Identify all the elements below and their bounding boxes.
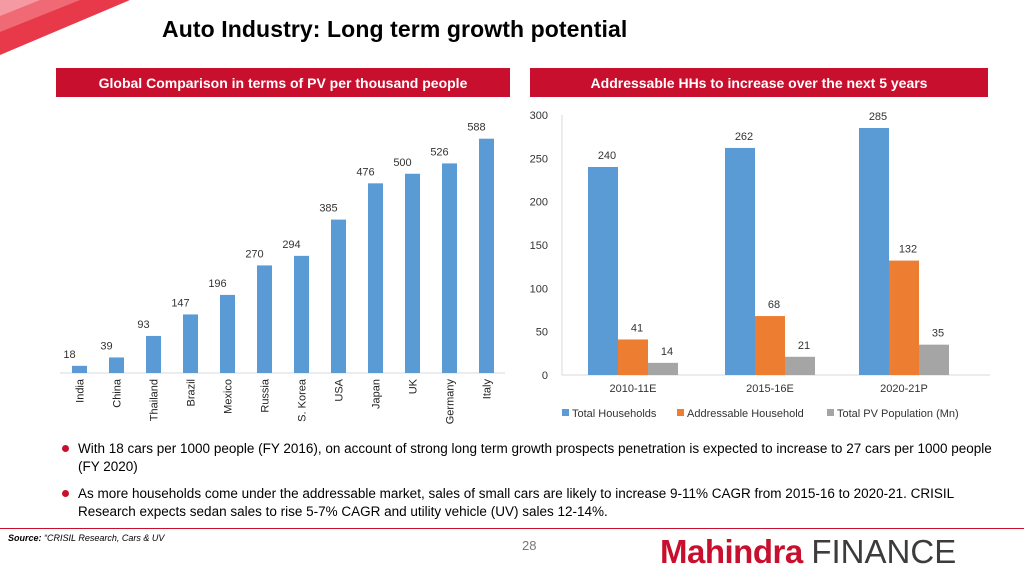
tick-label: China xyxy=(112,378,124,408)
data-label: 93 xyxy=(137,319,149,331)
data-label: 132 xyxy=(899,244,917,256)
bullet-item: With 18 cars per 1000 people (FY 2016), … xyxy=(60,440,1000,476)
data-label: 21 xyxy=(798,340,810,352)
data-label: 41 xyxy=(631,322,643,334)
logo-brand: Mahindra xyxy=(660,533,803,570)
tick-label: Italy xyxy=(482,379,494,400)
bar-total-pv-population-mn--1 xyxy=(785,356,815,375)
data-label: 240 xyxy=(598,150,616,162)
left-chart-banner: Global Comparison in terms of PV per tho… xyxy=(56,68,510,97)
y-tick-label: 50 xyxy=(536,327,548,339)
tick-label: Germany xyxy=(445,379,457,425)
tick-label: Thailand xyxy=(149,379,161,421)
footer-divider xyxy=(0,528,1024,529)
bar-skorea xyxy=(294,255,309,373)
y-tick-label: 150 xyxy=(530,240,548,252)
page-title: Auto Industry: Long term growth potentia… xyxy=(162,16,628,42)
bullet-dot xyxy=(62,445,69,452)
x-tick-label: 2020-21P xyxy=(880,383,928,395)
tick-label: UK xyxy=(408,378,420,394)
legend-swatch xyxy=(827,409,834,416)
x-tick-label: 2015-16E xyxy=(746,383,794,395)
logo-suffix: FINANCE xyxy=(811,533,957,570)
y-tick-label: 250 xyxy=(530,153,548,165)
legend-label: Total PV Population (Mn) xyxy=(837,408,959,420)
pv-per-thousand-chart: 18 India 39 China 93 Thailand 147 Brazil 196 Mexi… xyxy=(60,122,505,425)
addressable-households-chart: 0 50 100 150 200 250 300 240 41 14 2010-11E 262 68 21… xyxy=(530,110,990,420)
tick-label: Mexico xyxy=(223,379,235,414)
data-label: 526 xyxy=(430,146,448,158)
data-label: 476 xyxy=(356,166,374,178)
bar-uk xyxy=(405,173,420,373)
source-label: Source: xyxy=(8,533,42,543)
bar-total-pv-population-mn--0 xyxy=(648,362,678,375)
y-tick-label: 300 xyxy=(530,110,548,122)
tick-label: USA xyxy=(334,378,346,401)
data-label: 147 xyxy=(171,297,189,309)
data-label: 18 xyxy=(63,349,75,361)
x-tick-label: 2010-11E xyxy=(610,383,657,395)
corner-decoration xyxy=(0,0,140,70)
tick-label: India xyxy=(75,378,87,403)
data-label: 294 xyxy=(282,239,300,251)
data-label: 385 xyxy=(319,203,337,215)
data-label: 262 xyxy=(735,131,753,143)
data-label: 500 xyxy=(393,157,411,169)
bar-china xyxy=(109,357,124,373)
data-label: 270 xyxy=(245,248,263,260)
bullet-text: As more households come under the addres… xyxy=(78,486,954,519)
bar-russia xyxy=(257,265,272,373)
y-tick-label: 200 xyxy=(530,197,548,209)
bar-italy xyxy=(479,138,494,373)
tick-label: Russia xyxy=(260,378,272,413)
legend-label: Total Households xyxy=(572,408,657,420)
data-label: 285 xyxy=(869,111,887,123)
legend-swatch xyxy=(677,409,684,416)
data-label: 14 xyxy=(661,346,673,358)
page-number: 28 xyxy=(522,538,537,553)
data-label: 35 xyxy=(932,328,944,340)
bar-india xyxy=(72,365,87,373)
source-note: Source: “CRISIL Research, Cars & UV xyxy=(8,533,164,543)
y-tick-label: 0 xyxy=(542,370,548,382)
data-label: 196 xyxy=(208,278,226,290)
tick-label: S. Korea xyxy=(297,378,309,422)
bullet-item: As more households come under the addres… xyxy=(60,485,1000,521)
bar-japan xyxy=(368,183,383,373)
bar-total-households-2 xyxy=(859,128,889,375)
bar-total-households-0 xyxy=(588,167,618,375)
y-tick-label: 100 xyxy=(530,283,548,295)
bar-total-households-1 xyxy=(725,147,755,375)
right-chart-banner: Addressable HHs to increase over the nex… xyxy=(530,68,988,97)
bar-thailand xyxy=(146,335,161,373)
bar-mexico xyxy=(220,294,235,373)
mahindra-finance-logo: Mahindra FINANCE xyxy=(660,532,956,572)
tick-label: Japan xyxy=(371,379,383,409)
bullet-dot xyxy=(62,490,69,497)
bullet-text: With 18 cars per 1000 people (FY 2016), … xyxy=(78,441,992,474)
bar-addressable-household-1 xyxy=(755,316,785,375)
source-text: “CRISIL Research, Cars & UV xyxy=(44,533,165,543)
bar-addressable-household-0 xyxy=(618,339,648,375)
legend-swatch xyxy=(562,409,569,416)
data-label: 68 xyxy=(768,299,780,311)
bar-usa xyxy=(331,219,346,373)
bullet-list: With 18 cars per 1000 people (FY 2016), … xyxy=(60,440,1000,530)
tick-label: Brazil xyxy=(186,379,198,407)
bar-addressable-household-2 xyxy=(889,260,919,375)
legend-label: Addressable Household xyxy=(687,408,804,420)
bar-total-pv-population-mn--2 xyxy=(919,344,949,375)
bar-brazil xyxy=(183,314,198,373)
data-label: 39 xyxy=(100,340,112,352)
bar-germany xyxy=(442,163,457,373)
data-label: 588 xyxy=(467,122,485,134)
